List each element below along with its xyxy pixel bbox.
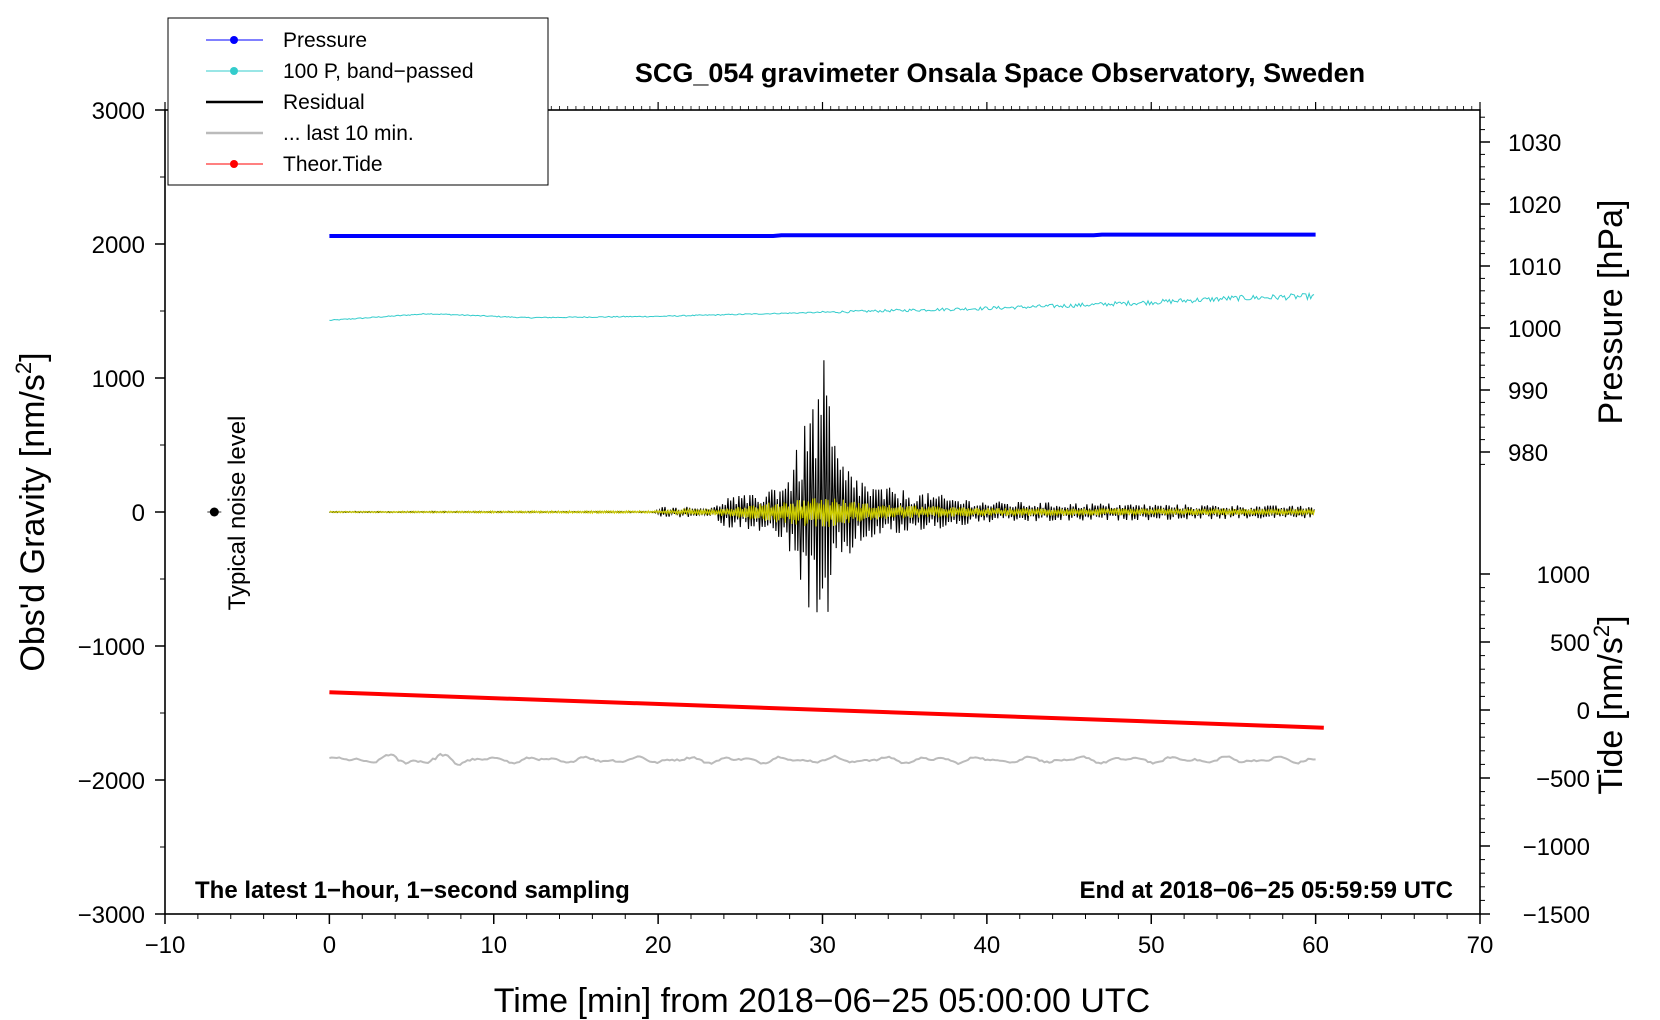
y-tick-label: −2000	[78, 768, 145, 795]
noise-marker-group	[207, 507, 222, 517]
tide-tick-label: −500	[1536, 766, 1590, 793]
bottom-right-note: End at 2018−06−25 05:59:59 UTC	[1079, 877, 1453, 904]
pressure-tick-label: 1010	[1508, 254, 1561, 281]
y-tick-label: 0	[132, 500, 145, 527]
legend: Pressure 100 P, band−passed Residual ... la…	[167, 17, 549, 186]
axes: −10 0 10 20 30 40 50 60 70−3000−2000−10000100020…	[78, 98, 1590, 959]
noise-point	[209, 507, 219, 517]
y-tick-label: 3000	[92, 98, 145, 125]
noise-level-label: Typical noise level	[224, 416, 251, 611]
x-tick-label: 40	[974, 932, 1001, 959]
series-residual-bandpassed	[329, 498, 1316, 528]
tide-tick-label: 0	[1577, 698, 1590, 725]
legend-swatch-marker	[230, 36, 238, 44]
y-tick-label: 2000	[92, 232, 145, 259]
pressure-tick-label: 990	[1508, 378, 1548, 405]
legend-swatch-marker	[230, 160, 238, 168]
y-axis-label-sup: 2	[11, 362, 36, 374]
tide-axis-label-close: ]	[1592, 615, 1630, 624]
series-last-10-min	[329, 752, 1316, 766]
x-tick-label: −10	[145, 932, 186, 959]
x-tick-label: 70	[1467, 932, 1494, 959]
x-tick-label: 0	[323, 932, 336, 959]
y-tick-label: 1000	[92, 366, 145, 393]
tide-axis-label: Tide [nm/s2]	[1589, 615, 1630, 794]
x-tick-label: 20	[645, 932, 672, 959]
y-tick-label: −3000	[78, 902, 145, 929]
x-axis-label: Time [min] from 2018−06−25 05:00:00 UTC	[494, 982, 1150, 1020]
pressure-tick-label: 1020	[1508, 192, 1561, 219]
tide-tick-label: −1500	[1523, 902, 1590, 929]
series-theoretical-tide	[329, 690, 1324, 730]
pressure-tick-label: 1030	[1508, 130, 1561, 157]
y-axis-label-main: Obs'd Gravity [nm/s	[14, 374, 52, 671]
x-tick-label: 30	[809, 932, 836, 959]
tide-tick-label: −1000	[1523, 834, 1590, 861]
pressure-tick-label: 980	[1508, 440, 1548, 467]
legend-swatch-marker	[230, 67, 238, 75]
x-tick-label: 50	[1138, 932, 1165, 959]
tide-axis-label-main: Tide [nm/s	[1592, 637, 1630, 794]
legend-label: Residual	[283, 91, 365, 114]
tide-axis-label-sup: 2	[1589, 625, 1614, 637]
chart-title: SCG_054 gravimeter Onsala Space Observat…	[635, 58, 1365, 88]
y-tick-label: −1000	[78, 634, 145, 661]
tide-tick-label: 1000	[1537, 562, 1590, 589]
legend-label: 100 P, band−passed	[283, 60, 474, 83]
plot-lines	[329, 232, 1324, 766]
tide-tick-label: 500	[1550, 630, 1590, 657]
legend-label: Pressure	[283, 29, 367, 52]
pressure-tick-label: 1000	[1508, 316, 1561, 343]
y-axis-label-close: ]	[14, 352, 52, 361]
pressure-axis-label: Pressure [hPa]	[1592, 200, 1630, 425]
y-axis-label: Obs'd Gravity [nm/s2]	[11, 352, 52, 671]
series-residual	[329, 360, 1315, 613]
legend-label: ... last 10 min.	[283, 122, 414, 145]
x-tick-label: 60	[1302, 932, 1329, 959]
legend-label: Theor.Tide	[283, 153, 383, 176]
series-pressure	[329, 232, 1316, 238]
series-pressure-bandpassed	[329, 291, 1315, 322]
x-tick-label: 10	[480, 932, 507, 959]
bottom-left-note: The latest 1−hour, 1−second sampling	[195, 877, 630, 904]
